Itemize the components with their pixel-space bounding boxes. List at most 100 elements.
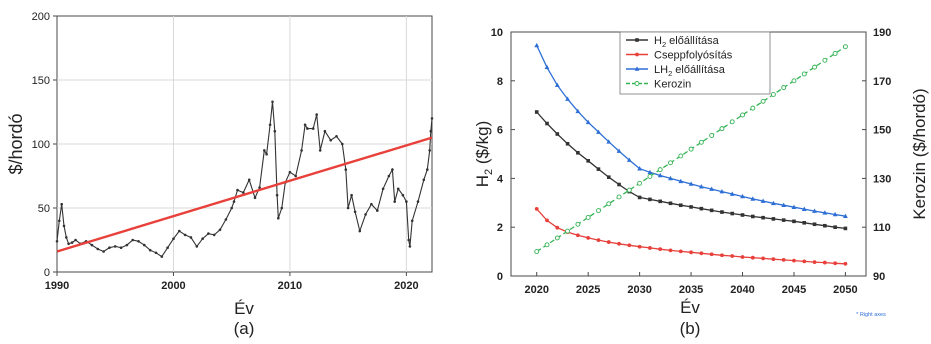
chart-a-price-point [318,149,322,152]
chart-b-point-3 [647,173,653,179]
chart-a-ytick-label: 0 [44,267,50,279]
chart-b-point-3 [729,119,735,125]
chart-b-series [534,42,848,266]
chart-b-annotation: * Right axes [856,312,886,318]
chart-b-point-3 [678,153,684,159]
chart-b-point-1 [534,207,539,211]
chart-b-point-3 [565,228,571,234]
chart-b-point-1 [792,258,796,263]
chart-b-point-0 [617,182,621,187]
chart-b-point-3 [626,187,632,193]
chart-b-point-1 [730,254,735,258]
chart-a-price-point [353,210,357,214]
chart-b-point-1 [761,256,766,261]
chart-b-point-1 [812,260,817,264]
chart-b-point-3 [842,44,848,50]
chart-a-price-point [346,206,350,210]
chart-a-price-point [166,246,169,249]
chart-a-price-point [273,129,277,133]
chart-a-price-point [323,129,327,133]
chart-b-point-1 [637,244,642,249]
chart-a-price-point [62,224,66,228]
chart-b-point-2 [626,157,632,162]
chart-a-price-point [183,233,187,237]
chart-b-point-2 [750,196,756,201]
chart-a-price-point [70,241,74,244]
chart-a-price-point [271,100,274,104]
chart-a-price-point [280,206,284,210]
chart-a-price-point [405,200,408,203]
chart-a-price-point [189,236,193,239]
chart-b-point-1 [802,259,807,264]
chart-b: 0 2 4 6 8 10 90 110 130 150 170 190 2020 2025 2030 2035… [473,27,929,338]
chart-a-ylabel: $/hordó [6,113,26,174]
chart-b-point-2 [719,188,725,194]
chart-b-point-1 [606,240,611,244]
chart-b-point-1 [658,247,663,252]
chart-a-price-point [265,152,268,156]
chart-b-point-0 [802,221,807,225]
chart-b-point-3 [770,92,776,97]
chart-b-point-2 [729,191,735,196]
chart-b-point-0 [709,208,714,213]
chart-a-price-point [401,193,405,197]
chart-b-point-0 [689,205,693,209]
chart-b-point-0 [771,217,776,221]
chart-b-point-2 [585,119,591,125]
chart-b-point-0 [843,226,848,231]
chart-b-point-1 [555,225,560,230]
chart-b-point-3 [801,71,807,77]
chart-b-point-1 [617,241,621,246]
chart-a-price-point [387,174,391,178]
chart-b-xtick-label: 2050 [833,284,857,296]
chart-a-xtick-label: 1990 [45,280,69,292]
chart-a-xtick-label: 2000 [161,280,185,292]
chart-b-point-1 [822,260,827,265]
chart-a-price-point [207,232,210,235]
chart-a-price-point [428,149,432,152]
chart-b-point-2 [596,129,601,134]
chart-b-point-2 [698,184,704,189]
chart-b-point-3 [668,160,673,166]
chart-a-price-point [376,209,379,212]
chart-a-price-point [381,187,385,191]
chart-b-point-1 [720,253,724,258]
chart-b-xtick-label: 2030 [627,284,651,296]
chart-b-point-3 [616,194,622,200]
chart-b-point-0 [576,150,580,155]
chart-b-legend-label: Cseppfolyósítás [654,50,733,62]
chart-a-price-point [391,168,394,171]
chart-a-price-point [344,168,348,171]
chart-a-price-point [341,142,344,146]
chart-a-price-point [172,237,175,240]
chart-a-ticks: 0 50 100 150 200 1990 2000 2010 2020 [32,11,419,292]
chart-a-price-point [58,219,61,223]
chart-b-point-3 [812,64,818,70]
chart-a: 0 50 100 150 200 1990 2000 2010 2020 Év (a) $/ho… [6,11,434,338]
chart-b-point-1 [709,252,714,257]
chart-b-point-3 [791,78,797,84]
chart-a-panel-label: (a) [234,319,255,338]
chart-b-ytick-label: 10 [491,27,503,39]
chart-a-price-point [426,168,429,171]
chart-a-price-point [408,245,412,248]
chart-a-price-point [396,187,400,191]
chart-b-point-0 [648,197,652,202]
chart-a-price-point [230,206,233,210]
chart-b-point-1 [699,251,704,256]
chart-b-point-0 [740,213,745,217]
chart-a-price-point [65,236,68,239]
chart-b-point-1 [771,257,776,262]
chart-a-price-point [108,246,111,249]
chart-b-point-0 [792,219,796,224]
chart-b-point-0 [545,121,549,126]
chart-b-xtick-label: 2025 [576,284,600,296]
chart-b-point-2 [822,210,828,215]
chart-b-point-1 [668,248,673,253]
chart-a-price-point [364,213,367,216]
chart-a-price-point [60,202,63,206]
chart-a-price-point [303,123,307,127]
chart-a-price-point [430,117,434,120]
chart-a-price-point [178,229,181,233]
